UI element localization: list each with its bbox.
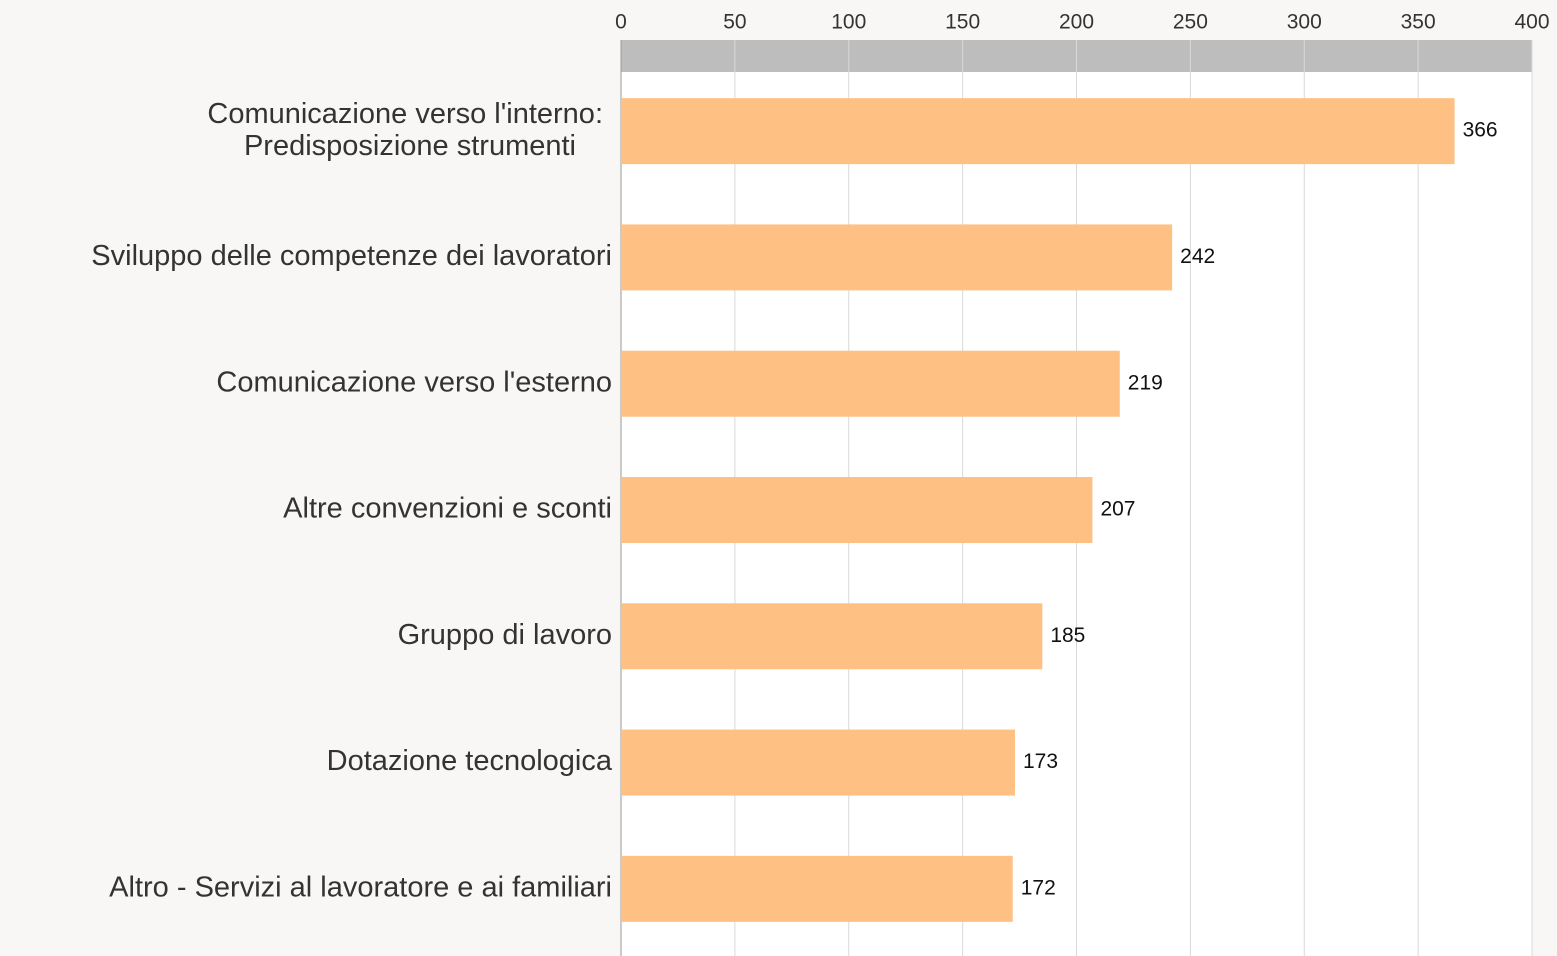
bar (621, 224, 1172, 290)
y-tick-label: Altro - Servizi al lavoratore e ai famil… (109, 872, 612, 904)
y-tick-label: Gruppo di lavoro (398, 619, 612, 651)
value-label: 185 (1050, 624, 1085, 647)
x-tick-label: 100 (831, 11, 866, 34)
y-tick-label: Comunicazione verso l'interno:Predisposi… (207, 98, 603, 162)
x-tick-label: 0 (615, 11, 627, 34)
x-tick-label: 200 (1059, 11, 1094, 34)
x-tick-label: 50 (723, 11, 746, 34)
bar (621, 98, 1455, 164)
y-tick-label: Altre convenzioni e sconti (283, 493, 612, 525)
value-label: 172 (1021, 876, 1056, 899)
value-label: 207 (1100, 498, 1135, 521)
y-tick-label: Sviluppo delle competenze dei lavoratori (91, 240, 612, 272)
value-label: 173 (1023, 750, 1058, 773)
y-tick-label: Dotazione tecnologica (327, 745, 613, 777)
y-tick-label-line: Comunicazione verso l'interno: (207, 98, 603, 130)
x-tick-label: 150 (945, 11, 980, 34)
x-tick-label: 300 (1287, 11, 1322, 34)
y-tick-label-line: Predisposizione strumenti (244, 130, 576, 162)
bar (621, 730, 1015, 796)
chart: 0 50 100 150 200 250 300 350 400 366 Comunicazione… (0, 0, 1557, 956)
value-label: 242 (1180, 245, 1215, 268)
x-tick-label: 350 (1401, 11, 1436, 34)
bar (621, 603, 1042, 669)
bar (621, 351, 1120, 417)
value-label: 219 (1128, 371, 1163, 394)
value-label: 366 (1463, 119, 1498, 142)
bar (621, 856, 1013, 922)
y-tick-label: Comunicazione verso l'esterno (216, 366, 612, 398)
x-tick-label: 400 (1514, 11, 1549, 34)
bar (621, 477, 1092, 543)
x-tick-label: 250 (1173, 11, 1208, 34)
page: {"chart_data": {"type": "bar", "orientat… (0, 0, 1557, 956)
